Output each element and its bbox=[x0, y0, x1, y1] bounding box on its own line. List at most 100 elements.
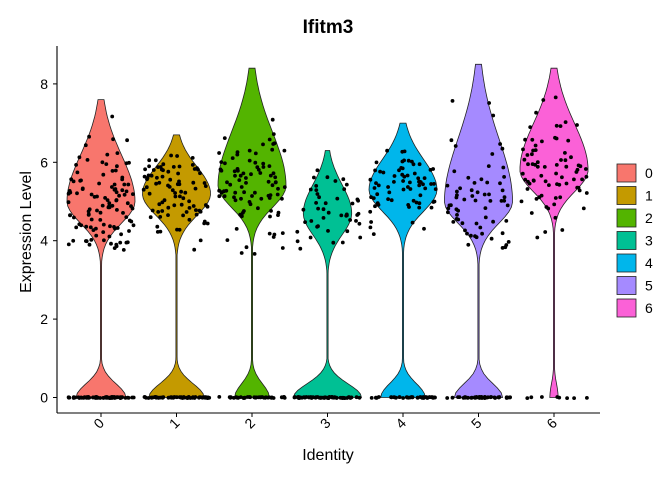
point-5 bbox=[449, 203, 453, 208]
point-2 bbox=[233, 173, 237, 178]
point-5 bbox=[499, 199, 504, 203]
point-4 bbox=[397, 395, 402, 399]
point-0 bbox=[127, 229, 131, 233]
point-2 bbox=[240, 214, 244, 219]
point-0 bbox=[86, 212, 91, 217]
point-6 bbox=[537, 195, 542, 200]
point-5 bbox=[463, 228, 467, 233]
point-2 bbox=[217, 395, 222, 399]
point-5 bbox=[506, 240, 511, 244]
point-0 bbox=[127, 218, 132, 223]
point-2 bbox=[271, 171, 276, 176]
point-2 bbox=[219, 168, 224, 173]
point-4 bbox=[375, 201, 380, 206]
point-1 bbox=[169, 153, 174, 158]
point-6 bbox=[525, 396, 530, 400]
point-6 bbox=[553, 215, 558, 220]
point-0 bbox=[75, 170, 80, 175]
point-5 bbox=[491, 113, 496, 118]
point-0 bbox=[66, 200, 71, 205]
point-0 bbox=[98, 210, 103, 215]
point-0 bbox=[66, 395, 71, 400]
point-3 bbox=[292, 395, 297, 399]
point-3 bbox=[325, 175, 330, 180]
point-2 bbox=[282, 148, 287, 153]
point-4 bbox=[387, 190, 392, 195]
point-3 bbox=[315, 395, 320, 399]
point-1 bbox=[190, 156, 195, 160]
point-0 bbox=[67, 189, 72, 193]
point-0 bbox=[108, 224, 112, 229]
point-6 bbox=[555, 182, 559, 187]
point-1 bbox=[167, 185, 172, 189]
point-1 bbox=[205, 221, 210, 226]
point-0 bbox=[110, 114, 115, 119]
point-6 bbox=[543, 230, 548, 234]
point-2 bbox=[242, 396, 247, 400]
y-tick-label: 6 bbox=[40, 154, 48, 170]
point-6 bbox=[559, 158, 563, 162]
point-3 bbox=[295, 239, 300, 244]
axes-layer bbox=[56, 46, 600, 414]
point-0 bbox=[103, 196, 107, 200]
point-1 bbox=[192, 167, 197, 171]
point-2 bbox=[258, 171, 263, 175]
point-0 bbox=[84, 239, 88, 243]
x-axis-label: Identity bbox=[302, 447, 354, 464]
y-ticks-layer: 0 2 4 6 8 bbox=[40, 76, 57, 406]
point-0 bbox=[119, 232, 123, 237]
point-2 bbox=[267, 231, 272, 236]
point-0 bbox=[68, 213, 72, 218]
point-2 bbox=[270, 183, 275, 188]
point-3 bbox=[303, 220, 307, 225]
point-4 bbox=[410, 220, 415, 225]
point-3 bbox=[356, 211, 361, 216]
point-1 bbox=[156, 165, 160, 170]
point-5 bbox=[498, 181, 502, 186]
point-4 bbox=[402, 158, 406, 163]
point-5 bbox=[480, 395, 485, 400]
point-0 bbox=[96, 396, 100, 400]
point-2 bbox=[270, 117, 275, 122]
violin-1 bbox=[142, 134, 211, 398]
point-4 bbox=[410, 159, 414, 164]
point-2 bbox=[238, 173, 243, 178]
point-3 bbox=[345, 229, 350, 234]
point-6 bbox=[560, 175, 564, 180]
point-0 bbox=[114, 244, 119, 249]
point-0 bbox=[110, 395, 115, 400]
point-0 bbox=[107, 201, 112, 206]
point-6 bbox=[519, 199, 524, 204]
point-4 bbox=[368, 225, 373, 230]
legend: 0 1 2 3 4 5 6 bbox=[616, 163, 653, 318]
point-5 bbox=[465, 231, 469, 236]
point-5 bbox=[474, 235, 479, 240]
point-4 bbox=[392, 180, 396, 184]
point-4 bbox=[400, 149, 405, 154]
point-0 bbox=[124, 240, 129, 245]
legend-swatch-2 bbox=[616, 208, 637, 228]
point-3 bbox=[321, 207, 326, 212]
point-2 bbox=[272, 141, 277, 146]
point-5 bbox=[484, 395, 489, 400]
point-0 bbox=[120, 177, 125, 182]
point-0 bbox=[113, 168, 118, 173]
point-4 bbox=[401, 179, 405, 183]
point-1 bbox=[198, 171, 202, 176]
point-5 bbox=[450, 395, 455, 400]
point-1 bbox=[161, 162, 166, 167]
point-0 bbox=[105, 152, 110, 157]
point-5 bbox=[460, 221, 465, 226]
point-5 bbox=[445, 396, 450, 400]
point-2 bbox=[268, 193, 273, 198]
point-6 bbox=[552, 202, 557, 207]
point-4 bbox=[374, 181, 378, 186]
point-1 bbox=[174, 395, 179, 400]
chart-title: Ifitm3 bbox=[303, 17, 354, 38]
point-5 bbox=[483, 206, 488, 211]
point-5 bbox=[487, 192, 491, 197]
point-2 bbox=[256, 206, 260, 211]
point-2 bbox=[245, 395, 250, 399]
point-1 bbox=[145, 176, 150, 180]
point-0 bbox=[93, 395, 97, 400]
